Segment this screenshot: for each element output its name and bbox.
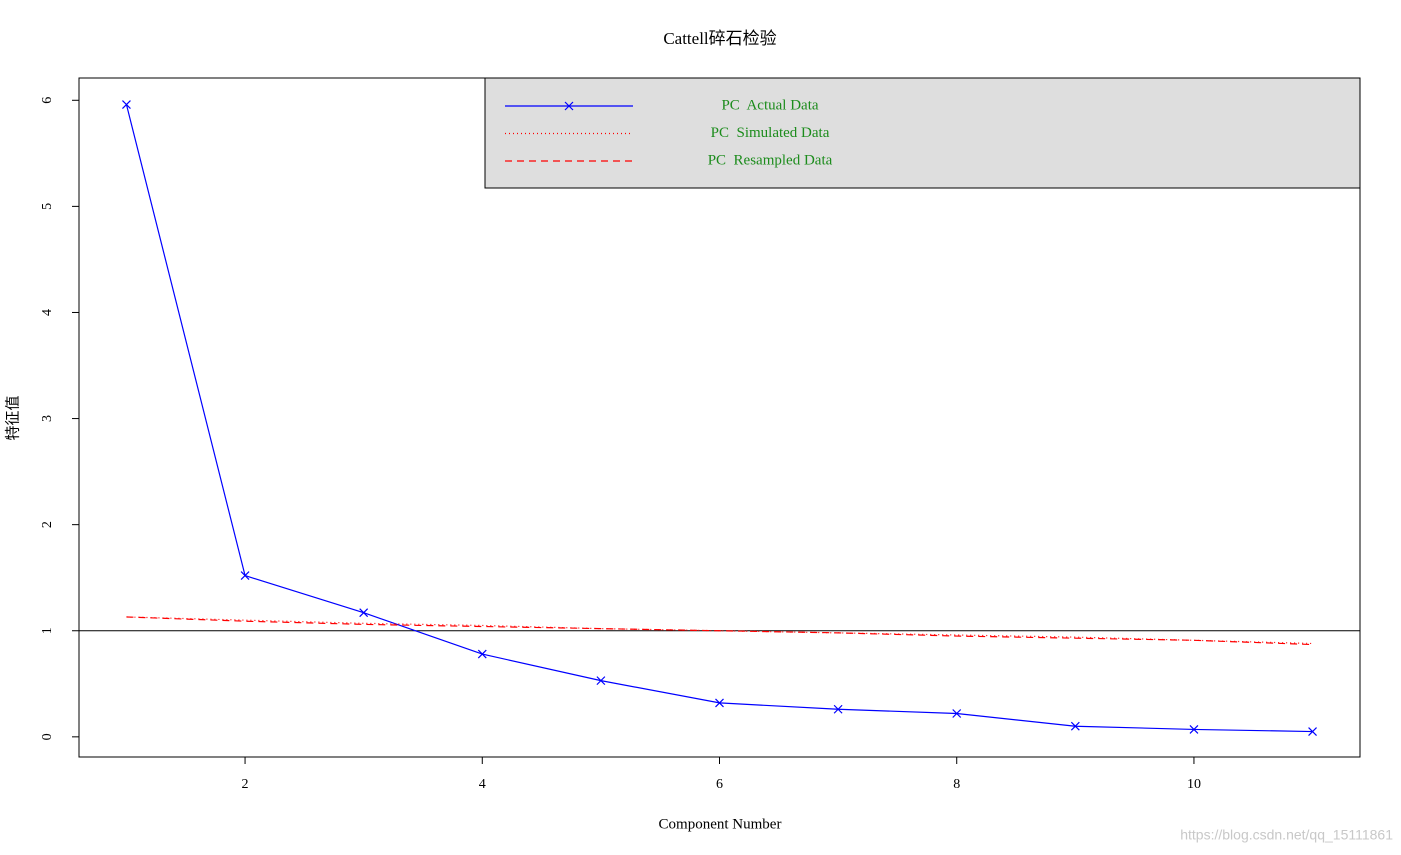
marker	[715, 698, 724, 708]
legend-label: PC Resampled Data	[708, 152, 833, 168]
marker	[952, 709, 962, 718]
series-line	[126, 616, 1313, 645]
marker	[1070, 721, 1080, 731]
marker	[1308, 727, 1317, 736]
marker	[596, 676, 606, 686]
x-tick-label: 2	[242, 777, 249, 792]
chart-title: Cattell碎石检验	[663, 29, 776, 48]
marker	[833, 704, 843, 714]
marker	[477, 649, 487, 659]
series-line	[126, 616, 1313, 646]
legend-marker	[564, 101, 574, 111]
watermark: https://blog.csdn.net/qq_15111861	[1180, 827, 1393, 843]
x-tick-label: 8	[953, 777, 960, 792]
x-tick-label: 10	[1187, 777, 1201, 792]
y-tick-label: 3	[40, 415, 55, 422]
y-tick-label: 6	[40, 97, 55, 104]
legend: PC Actual Data PC Simulated Data PC Resamp…	[484, 77, 1361, 189]
x-tick-label: 4	[479, 777, 486, 792]
legend-label: PC Simulated Data	[711, 125, 830, 141]
y-tick-label: 5	[40, 203, 55, 210]
x-tick-label: 6	[716, 777, 723, 792]
y-tick-label: 0	[40, 733, 55, 740]
marker	[122, 100, 131, 109]
marker	[1189, 724, 1199, 734]
y-tick-label: 2	[40, 521, 55, 528]
legend-label: PC Actual Data	[721, 97, 818, 113]
y-tick-label: 4	[40, 309, 55, 316]
legend-box	[484, 77, 1361, 189]
marker	[359, 608, 369, 618]
x-axis-label: Component Number	[659, 816, 782, 832]
series-line	[125, 104, 1313, 733]
y-tick-label: 1	[40, 627, 55, 634]
y-axis-label: 特征值	[4, 395, 21, 440]
marker	[240, 571, 250, 581]
